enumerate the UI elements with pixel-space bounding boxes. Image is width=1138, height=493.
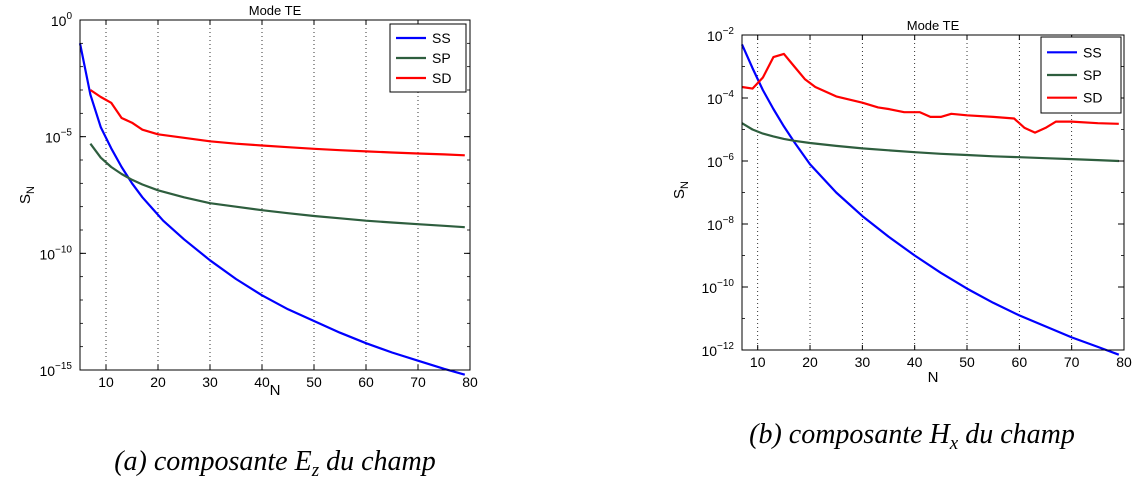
legend-label-sp: SP — [1083, 67, 1102, 83]
legend-label-ss: SS — [1083, 44, 1102, 60]
x-tick-label: 20 — [150, 374, 166, 390]
chart-b-x-axis: 10 20 30 40 50 60 70 80 — [750, 35, 1132, 370]
x-tick-label: 10 — [750, 354, 766, 370]
series-line-sd — [89, 89, 465, 157]
legend-label-ss: SS — [432, 30, 451, 46]
caption-a-symbol: E — [294, 446, 312, 477]
chart-a-title: Mode TE — [249, 3, 302, 18]
y-tick-label: 10−10 — [701, 278, 734, 296]
series-line-ss — [740, 43, 1120, 356]
chart-b-ylabel: SN — [671, 181, 691, 199]
y-tick-label: 10−12 — [701, 341, 734, 359]
chart-a: Mode TE 10 20 30 40 50 60 70 80 100 10−5 10−10 10−… — [17, 3, 478, 399]
y-tick-label: 10−6 — [707, 152, 734, 170]
series-line-sp — [741, 122, 1119, 163]
chart-a-series — [78, 43, 466, 376]
caption-a-suffix: du champ — [319, 446, 436, 477]
x-tick-label: 70 — [410, 374, 426, 390]
caption-a-subscript: z — [311, 460, 320, 481]
y-tick-label: 10−5 — [45, 128, 72, 146]
caption-b-symbol: H — [929, 419, 952, 450]
x-tick-label: 20 — [802, 354, 818, 370]
caption-a-prefix: (a) composante — [114, 446, 294, 477]
chart-b-ylabel-main: S — [671, 189, 688, 199]
y-tick-label: 100 — [51, 11, 73, 29]
x-tick-label: 70 — [1064, 354, 1080, 370]
chart-b-title: Mode TE — [907, 18, 960, 33]
chart-b-y-axis: 10−2 10−4 10−6 10−8 10−10 10−12 — [701, 26, 1124, 359]
chart-b: Mode TE 10 20 30 40 50 60 70 80 10−210−410−610−… — [671, 18, 1132, 386]
x-tick-label: 50 — [306, 374, 322, 390]
chart-b-xlabel: N — [928, 369, 939, 386]
chart-a-y-axis: 100 10−5 10−10 10−15 — [39, 11, 470, 379]
chart-a-ylabel-sub: N — [25, 186, 37, 194]
x-tick-label: 60 — [1012, 354, 1028, 370]
legend-label-sd: SD — [1083, 90, 1102, 106]
caption-b-prefix: (b) composante — [749, 419, 929, 450]
caption-b: (b) composante Hx du champ — [749, 419, 1075, 454]
chart-a-x-axis: 10 20 30 40 50 60 70 80 — [98, 20, 478, 390]
chart-a-legend: SS SP SD — [389, 23, 467, 93]
chart-b-ylabel-sub: N — [679, 181, 691, 189]
chart-a-ylabel-main: S — [17, 194, 34, 204]
chart-b-series — [740, 43, 1120, 356]
x-tick-label: 40 — [254, 374, 270, 390]
y-tick-label: 10−4 — [707, 89, 734, 107]
caption-a: (a) composante Ez du champ — [114, 446, 436, 481]
x-tick-label: 10 — [98, 374, 114, 390]
chart-a-xlabel: N — [270, 382, 281, 399]
x-tick-label: 30 — [855, 354, 871, 370]
y-tick-label: 10−8 — [707, 215, 734, 233]
chart-a-ylabel: SN — [17, 186, 37, 204]
chart-b-legend: SS SP SD — [1040, 36, 1122, 114]
legend-label-sd: SD — [432, 70, 451, 86]
y-tick-label: 10−15 — [39, 361, 72, 379]
chart-a-plot-frame — [79, 19, 471, 371]
caption-b-subscript: x — [949, 433, 959, 454]
chart-b-grid — [757, 35, 1073, 350]
legend-label-sp: SP — [432, 50, 451, 66]
y-tick-label: 10−10 — [39, 244, 72, 262]
y-tick-label: 10−2 — [707, 26, 734, 44]
x-tick-label: 80 — [462, 374, 478, 390]
x-tick-label: 30 — [202, 374, 218, 390]
x-tick-label: 50 — [959, 354, 975, 370]
x-tick-label: 60 — [358, 374, 374, 390]
caption-b-suffix: du champ — [958, 419, 1075, 450]
x-tick-label: 40 — [907, 354, 923, 370]
series-line-sd — [741, 52, 1119, 134]
series-line-ss — [78, 43, 466, 376]
chart-a-grid — [105, 20, 419, 370]
x-tick-label: 80 — [1116, 354, 1132, 370]
series-line-sp — [89, 143, 465, 229]
